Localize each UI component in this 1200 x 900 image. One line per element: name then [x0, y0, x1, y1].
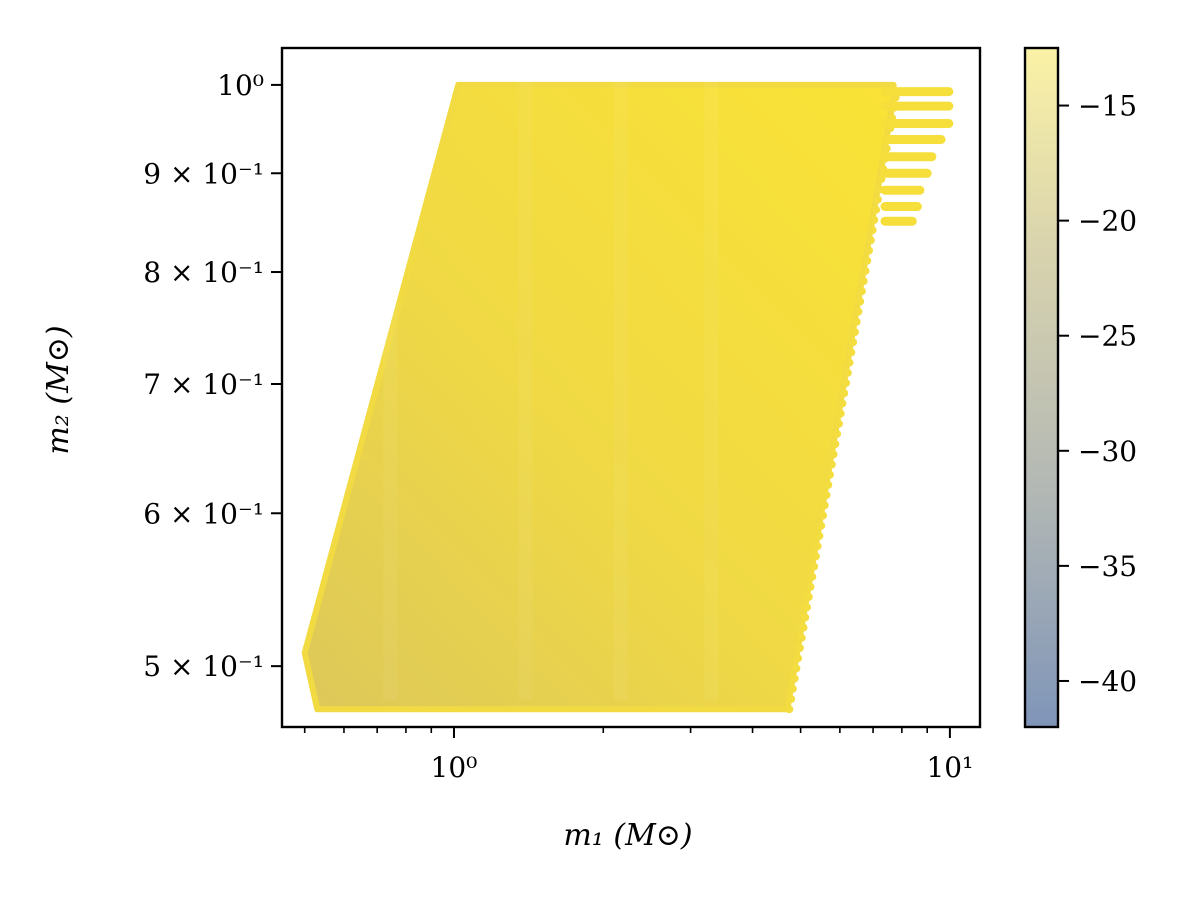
scatter-point [856, 297, 865, 306]
scatter-point [817, 521, 826, 530]
scatter-point [799, 623, 808, 632]
plot-area: 10⁰ 10¹ 5 × 10⁻¹ 6 × 10⁻¹ 7 × 10⁻¹ 8 × 10⁻¹ 9… [143, 46, 982, 784]
scatter-point [854, 307, 863, 316]
y-axis: 5 × 10⁻¹ 6 × 10⁻¹ 7 × 10⁻¹ 8 × 10⁻¹ 9 × 10⁻¹… [143, 69, 282, 683]
scatter-point [838, 399, 847, 408]
scatter-point [808, 572, 817, 581]
scatter-point [859, 277, 868, 286]
scatter-region [301, 60, 954, 714]
scatter-point [852, 317, 861, 326]
scatter-point [849, 338, 858, 347]
colorbar-tick-label: −35 [1078, 550, 1137, 583]
scatter-point [873, 195, 882, 204]
scatter-point [831, 440, 840, 449]
scatter-point [850, 328, 859, 336]
scatter-point [813, 542, 822, 551]
scatter-point [836, 409, 845, 418]
scatter-point [788, 684, 797, 693]
colorbar-ticks: −15 −20 −25 −30 −35 −40 [1058, 90, 1137, 698]
scatter-point [870, 215, 879, 224]
y-tick-label: 5 × 10⁻¹ [143, 650, 264, 683]
colorbar-tick-label: −15 [1078, 90, 1137, 123]
y-tick-label: 9 × 10⁻¹ [143, 157, 264, 190]
scatter-band [704, 60, 719, 700]
scatter-point [833, 429, 842, 438]
scatter-point [865, 246, 873, 255]
colorbar-frame [1023, 46, 1060, 729]
scatter-point [811, 552, 820, 561]
colorbar-tick-label: −30 [1078, 435, 1137, 468]
scatter-point [826, 470, 834, 479]
scatter-point [829, 450, 838, 459]
scatter-point [872, 205, 881, 214]
scatter-point [834, 419, 843, 428]
scatter-point [847, 348, 856, 357]
y-tick-label: 10⁰ [217, 69, 264, 102]
y-tick-label: 6 × 10⁻¹ [143, 497, 264, 530]
scatter-point [810, 562, 819, 571]
x-tick-label: 10⁰ [431, 751, 478, 784]
plot-frame [280, 46, 982, 729]
y-axis-label: m₂ (M⊙) [41, 325, 76, 454]
scatter-point [822, 491, 831, 500]
y-tick-label: 7 × 10⁻¹ [143, 368, 264, 401]
scatter-point [840, 389, 849, 398]
scatter-point [794, 654, 803, 663]
scatter-point [863, 256, 872, 265]
scatter-point [866, 236, 875, 245]
scatter-point [803, 603, 811, 612]
scatter-point [843, 368, 852, 377]
y-tick-label: 8 × 10⁻¹ [143, 256, 264, 289]
scatter-point [815, 531, 824, 540]
colorbar-tick-label: −40 [1078, 665, 1137, 698]
x-axis: 10⁰ 10¹ [303, 727, 973, 784]
scatter-band [383, 60, 398, 700]
colorbar-tick-label: −20 [1078, 205, 1137, 238]
colorbar-tick-label: −25 [1078, 320, 1137, 353]
scatter-point [787, 695, 796, 703]
scatter-point [827, 460, 836, 469]
x-axis-label: m₁ (M⊙) [563, 818, 692, 853]
scatter-point [824, 480, 833, 489]
scatter-point [790, 674, 799, 683]
scatter-point [842, 379, 850, 387]
scatter-point [845, 358, 854, 367]
scatter-point [857, 287, 866, 296]
scatter-point [861, 266, 870, 275]
scatter-point [806, 582, 815, 591]
scatter-point [795, 644, 804, 652]
scatter-point [882, 144, 891, 153]
scatter-point [785, 705, 794, 714]
scatter-point [797, 633, 806, 642]
scatter-point [868, 226, 877, 235]
x-tick-label: 10¹ [926, 751, 973, 784]
scatter-band [613, 60, 628, 700]
scatter-point [792, 664, 801, 673]
scatter-point [819, 511, 827, 520]
colorbar: −15 −20 −25 −30 −35 −40 [1023, 46, 1137, 729]
colorbar-gradient [1025, 48, 1058, 727]
scatter-band [518, 60, 533, 700]
scatter-point [801, 613, 810, 622]
scatter-point [820, 501, 829, 510]
scatter-point [804, 593, 813, 601]
